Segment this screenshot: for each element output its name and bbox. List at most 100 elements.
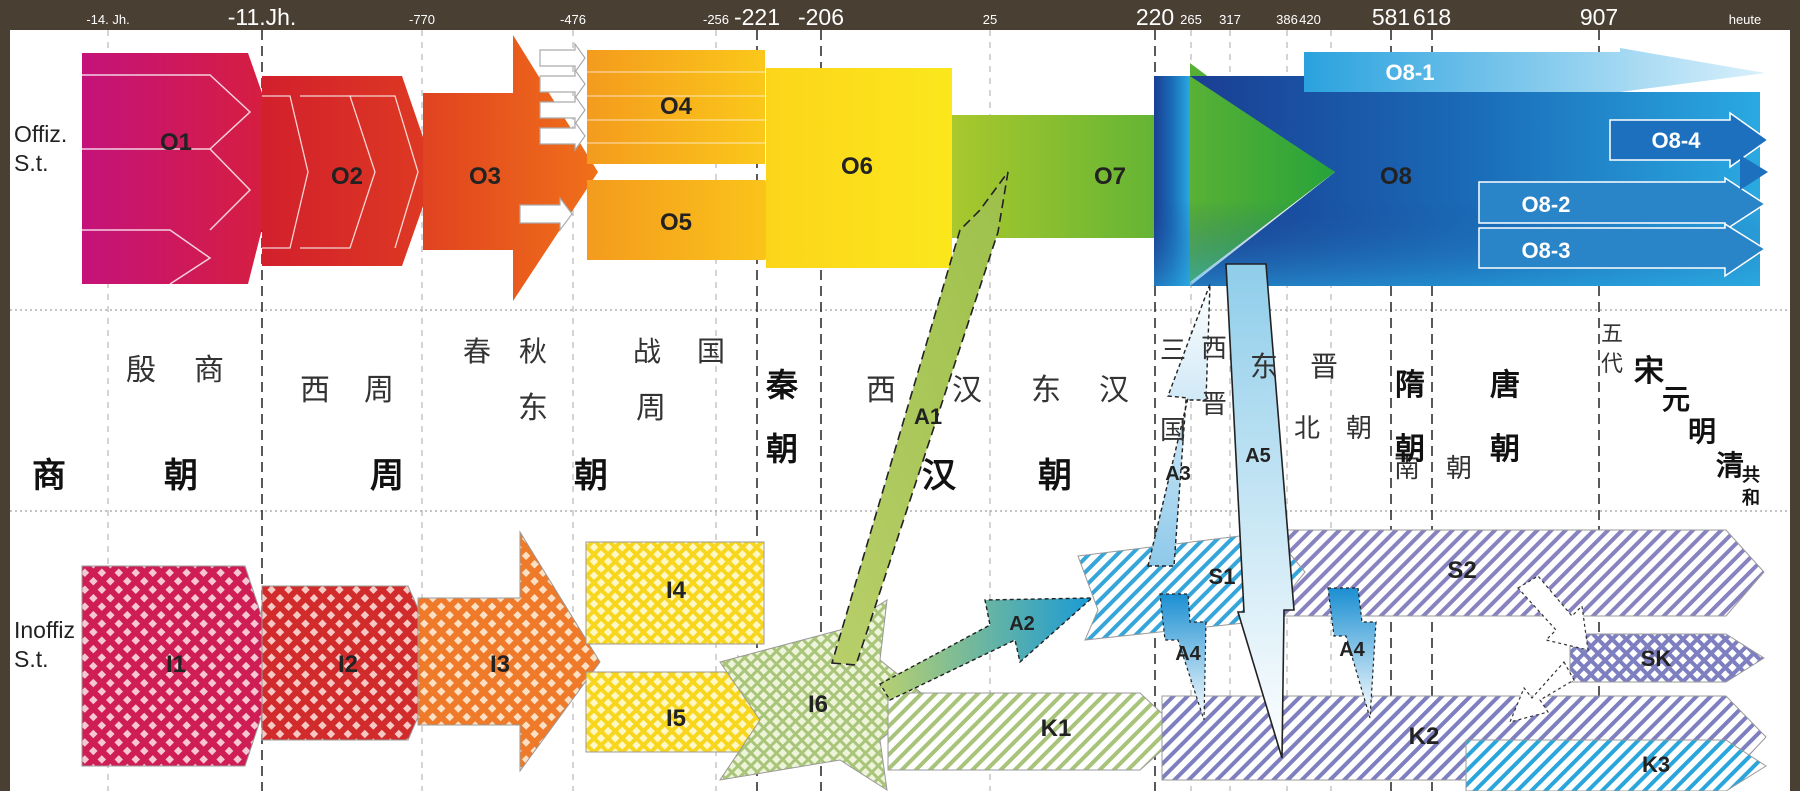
arrow-a3 [1147,283,1211,567]
dynasty-char: 东 [1250,350,1279,383]
arrow-o1 [82,53,282,285]
dynasty-char: 周 [370,456,404,496]
dynasty-char: 周 [364,373,394,408]
dynasty-char: 北 [1294,414,1321,444]
timeline-tick: 420 [1299,12,1321,27]
arrow-a1 [830,171,1009,666]
arrow-label-k3: K3 [1642,752,1670,777]
arrow-o4 [587,50,765,164]
arrow-s2 [1268,529,1765,617]
dynasty-char: 东 [1031,373,1061,408]
dynasty-char: 国 [697,335,726,368]
arrow-o8-4 [1609,111,1770,169]
arrow-label-o4: O4 [660,93,693,120]
dynasty-char: 春 [463,335,492,368]
arrow-k3 [1465,739,1767,791]
arrow-o8-3 [1478,222,1767,278]
timeline-tick: 317 [1219,12,1241,27]
timeline-tick: -221 [733,4,781,30]
arrow-i3 [417,530,601,773]
dynasty-char: 国 [1160,416,1187,446]
timeline-tick: -206 [797,4,845,30]
dynasty-char: 朝 [164,456,198,496]
timeline-tick: -476 [559,12,587,27]
arrow-label-a1: A1 [914,404,942,429]
arrow-a4-left [1159,593,1207,721]
arrow-a4-right [1327,587,1377,719]
arrow-label-i4: I4 [666,577,687,604]
arrow-label-o8-3: O8-3 [1522,238,1571,263]
arrow-o8-tip [1740,155,1768,190]
dynasty-char: 西 [1201,334,1228,364]
dynasty-char: 秋 [519,335,548,368]
arrow-labels: O1 O2 O3 O4 O5 O6 O7 O8 O8-1 O8-2 O8-3 O8-4 I1 I2 I3 I4… [160,60,1701,777]
dynasty-char: 清 [1716,449,1745,482]
dynasty-char: 汉 [1099,373,1129,408]
arrow-label-a3: A3 [1165,463,1191,485]
arrow-o8-2 [1478,176,1767,232]
dynasty-char: 三 [1160,336,1187,366]
dynasty-char: 元 [1662,383,1691,416]
timeline-tick: 386 [1276,12,1298,27]
arrow-label-i3: I3 [490,651,510,678]
official-row-label: Offiz. S.t. [14,120,67,178]
arrow-label-a4b: A4 [1339,639,1365,661]
inofficial-label-line-1: Inoffiz [14,617,75,643]
dynasty-char: 明 [1688,415,1717,448]
dynasty-char: 朝 [1038,456,1072,496]
arrow-label-a2: A2 [1009,613,1035,635]
arrow-label-k1: K1 [1041,715,1072,742]
arrow-label-i2: I2 [338,651,358,678]
dynasty-char: 朝 [1346,414,1373,444]
arrow-a5 [1225,263,1295,759]
dynasty-char: 朝 [766,430,799,468]
inofficial-row-label: Inoffiz S.t. [14,616,75,674]
timeline-tick: -256 [702,12,730,27]
timeline-tick: -14. Jh. [86,12,130,27]
dynasty-char: 秦 [766,366,799,404]
dynasty-char: 共 [1742,465,1760,486]
arrow-label-o7: O7 [1094,163,1126,190]
timeline-tick: 25 [982,12,998,27]
timeline-tick: -770 [408,12,436,27]
dynasty-char: 朝 [1395,432,1425,467]
arrow-o2 [262,76,435,266]
dynasty-char: 西 [866,373,896,408]
arrow-k1 [887,692,1183,771]
dynasty-char: 周 [636,391,666,426]
arrow-label-o5: O5 [660,209,692,236]
arrow-label-o3: O3 [469,163,501,190]
official-label-line-1: Offiz. [14,121,68,147]
dynasty-char: 朝 [1446,454,1473,484]
arrow-o8-1 [1304,48,1765,92]
arrow-label-i1: I1 [166,651,186,678]
arrow-sk-k2 [1508,660,1575,723]
inofficial-label-line-2: S.t. [14,646,49,672]
arrow-label-i5: I5 [666,705,686,732]
arrow-label-o2: O2 [331,163,363,190]
dynasty-char: 商 [32,456,66,496]
arrow-label-a4a: A4 [1175,643,1201,665]
dynasty-char: 战 [633,335,662,368]
arrow-o6 [766,68,952,268]
arrow-label-o8-4: O8-4 [1652,128,1702,153]
arrow-i4 [585,541,765,645]
arrow-s2-sk [1517,575,1589,651]
arrow-label-a5: A5 [1245,445,1271,467]
dynasty-char: 朝 [574,456,608,496]
timeline-tick: 907 [1579,4,1619,30]
dynasty-char: 隋 [1395,368,1425,403]
arrow-label-i6: I6 [808,691,828,718]
dynasty-char: 宋 [1634,354,1664,389]
dynasty-char: 南 [1394,454,1421,484]
dynasty-char: 殷 [126,353,156,388]
dynasty-char: 代 [1601,352,1624,377]
arrow-label-o8-1: O8-1 [1386,60,1435,85]
dynasty-char: 汉 [952,373,982,408]
arrow-label-s1: S1 [1209,564,1236,589]
arrow-label-o8-2: O8-2 [1522,192,1571,217]
timeline-tick: 581 [1371,4,1411,30]
arrow-label-o8: O8 [1380,163,1412,190]
